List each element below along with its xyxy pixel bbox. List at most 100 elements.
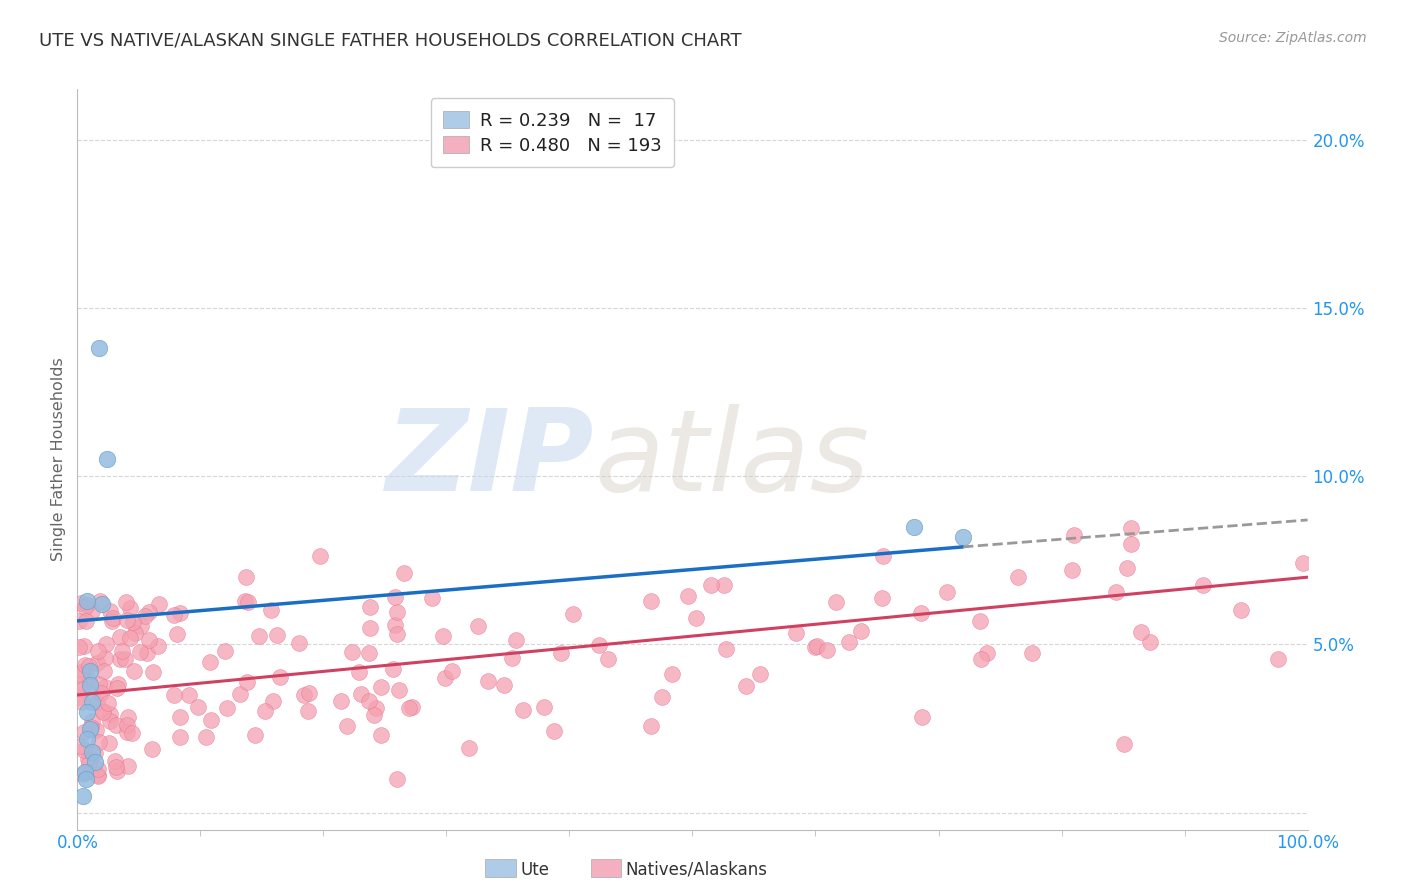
Natives/Alaskans: [177, 688, 200, 702]
Natives/Alaskans: [235, 570, 257, 584]
Natives/Alaskans: [141, 741, 163, 756]
Natives/Alaskans: [77, 752, 100, 766]
Natives/Alaskans: [94, 651, 117, 665]
Natives/Alaskans: [134, 608, 156, 623]
Natives/Alaskans: [118, 600, 141, 615]
Natives/Alaskans: [87, 768, 110, 782]
Natives/Alaskans: [1007, 570, 1029, 584]
Natives/Alaskans: [98, 603, 121, 617]
Natives/Alaskans: [969, 614, 991, 628]
Natives/Alaskans: [93, 664, 115, 678]
Natives/Alaskans: [388, 682, 411, 697]
Natives/Alaskans: [118, 631, 141, 645]
Natives/Alaskans: [67, 690, 90, 705]
Ute: [76, 731, 98, 746]
Natives/Alaskans: [73, 658, 96, 673]
Natives/Alaskans: [676, 589, 699, 603]
Natives/Alaskans: [91, 705, 114, 719]
Natives/Alaskans: [936, 584, 959, 599]
Natives/Alaskans: [72, 766, 94, 780]
Natives/Alaskans: [122, 664, 145, 678]
Natives/Alaskans: [1063, 527, 1085, 541]
Natives/Alaskans: [357, 647, 380, 661]
Natives/Alaskans: [114, 595, 136, 609]
Text: Ute: Ute: [520, 861, 550, 879]
Natives/Alaskans: [384, 618, 406, 632]
Natives/Alaskans: [236, 675, 259, 690]
Natives/Alaskans: [69, 667, 91, 681]
Natives/Alaskans: [215, 701, 238, 715]
Natives/Alaskans: [359, 600, 381, 615]
Natives/Alaskans: [70, 739, 93, 754]
Natives/Alaskans: [200, 655, 222, 669]
Natives/Alaskans: [440, 665, 463, 679]
Natives/Alaskans: [105, 764, 128, 779]
Natives/Alaskans: [236, 595, 259, 609]
Natives/Alaskans: [87, 644, 110, 658]
Natives/Alaskans: [104, 760, 127, 774]
Natives/Alaskans: [233, 594, 256, 608]
Natives/Alaskans: [90, 686, 112, 700]
Natives/Alaskans: [114, 652, 136, 666]
Natives/Alaskans: [596, 652, 619, 666]
Natives/Alaskans: [195, 730, 218, 744]
Natives/Alaskans: [381, 662, 404, 676]
Natives/Alaskans: [107, 676, 129, 690]
Ute: [952, 530, 974, 544]
Natives/Alaskans: [308, 549, 330, 563]
Natives/Alaskans: [148, 640, 170, 654]
Natives/Alaskans: [101, 614, 124, 628]
Natives/Alaskans: [111, 643, 134, 657]
Natives/Alaskans: [73, 743, 96, 757]
Natives/Alaskans: [67, 615, 90, 629]
Natives/Alaskans: [700, 578, 723, 592]
Natives/Alaskans: [115, 718, 138, 732]
Natives/Alaskans: [349, 687, 371, 701]
Natives/Alaskans: [84, 723, 107, 738]
Natives/Alaskans: [651, 690, 673, 704]
Natives/Alaskans: [84, 746, 107, 760]
Ute: [72, 789, 94, 803]
Natives/Alaskans: [505, 632, 527, 647]
Natives/Alaskans: [911, 710, 934, 724]
Natives/Alaskans: [76, 598, 98, 612]
Natives/Alaskans: [640, 719, 662, 733]
Natives/Alaskans: [124, 626, 146, 640]
Natives/Alaskans: [79, 720, 101, 734]
Natives/Alaskans: [1230, 603, 1253, 617]
Ute: [76, 593, 98, 607]
Natives/Alaskans: [117, 758, 139, 772]
Natives/Alaskans: [169, 710, 191, 724]
Natives/Alaskans: [247, 629, 270, 643]
Natives/Alaskans: [243, 728, 266, 742]
Natives/Alaskans: [200, 713, 222, 727]
Natives/Alaskans: [72, 725, 94, 739]
Natives/Alaskans: [87, 735, 110, 749]
Natives/Alaskans: [364, 700, 387, 714]
Natives/Alaskans: [163, 607, 186, 622]
Natives/Alaskans: [392, 566, 415, 580]
Natives/Alaskans: [533, 699, 555, 714]
Natives/Alaskans: [550, 646, 572, 660]
Natives/Alaskans: [661, 667, 683, 681]
Natives/Alaskans: [385, 626, 408, 640]
Natives/Alaskans: [67, 677, 90, 691]
Natives/Alaskans: [253, 704, 276, 718]
Natives/Alaskans: [288, 635, 311, 649]
Natives/Alaskans: [169, 606, 191, 620]
Natives/Alaskans: [749, 666, 772, 681]
Natives/Alaskans: [117, 710, 139, 724]
Natives/Alaskans: [458, 741, 481, 756]
Natives/Alaskans: [169, 730, 191, 744]
Natives/Alaskans: [122, 615, 145, 629]
Natives/Alaskans: [108, 651, 131, 665]
Natives/Alaskans: [384, 590, 406, 604]
Natives/Alaskans: [588, 638, 610, 652]
Natives/Alaskans: [910, 606, 932, 620]
Natives/Alaskans: [262, 694, 284, 708]
Natives/Alaskans: [269, 670, 291, 684]
Legend: R = 0.239   N =  17, R = 0.480   N = 193: R = 0.239 N = 17, R = 0.480 N = 193: [430, 98, 673, 168]
Natives/Alaskans: [72, 665, 94, 679]
Natives/Alaskans: [501, 651, 523, 665]
Natives/Alaskans: [292, 688, 315, 702]
